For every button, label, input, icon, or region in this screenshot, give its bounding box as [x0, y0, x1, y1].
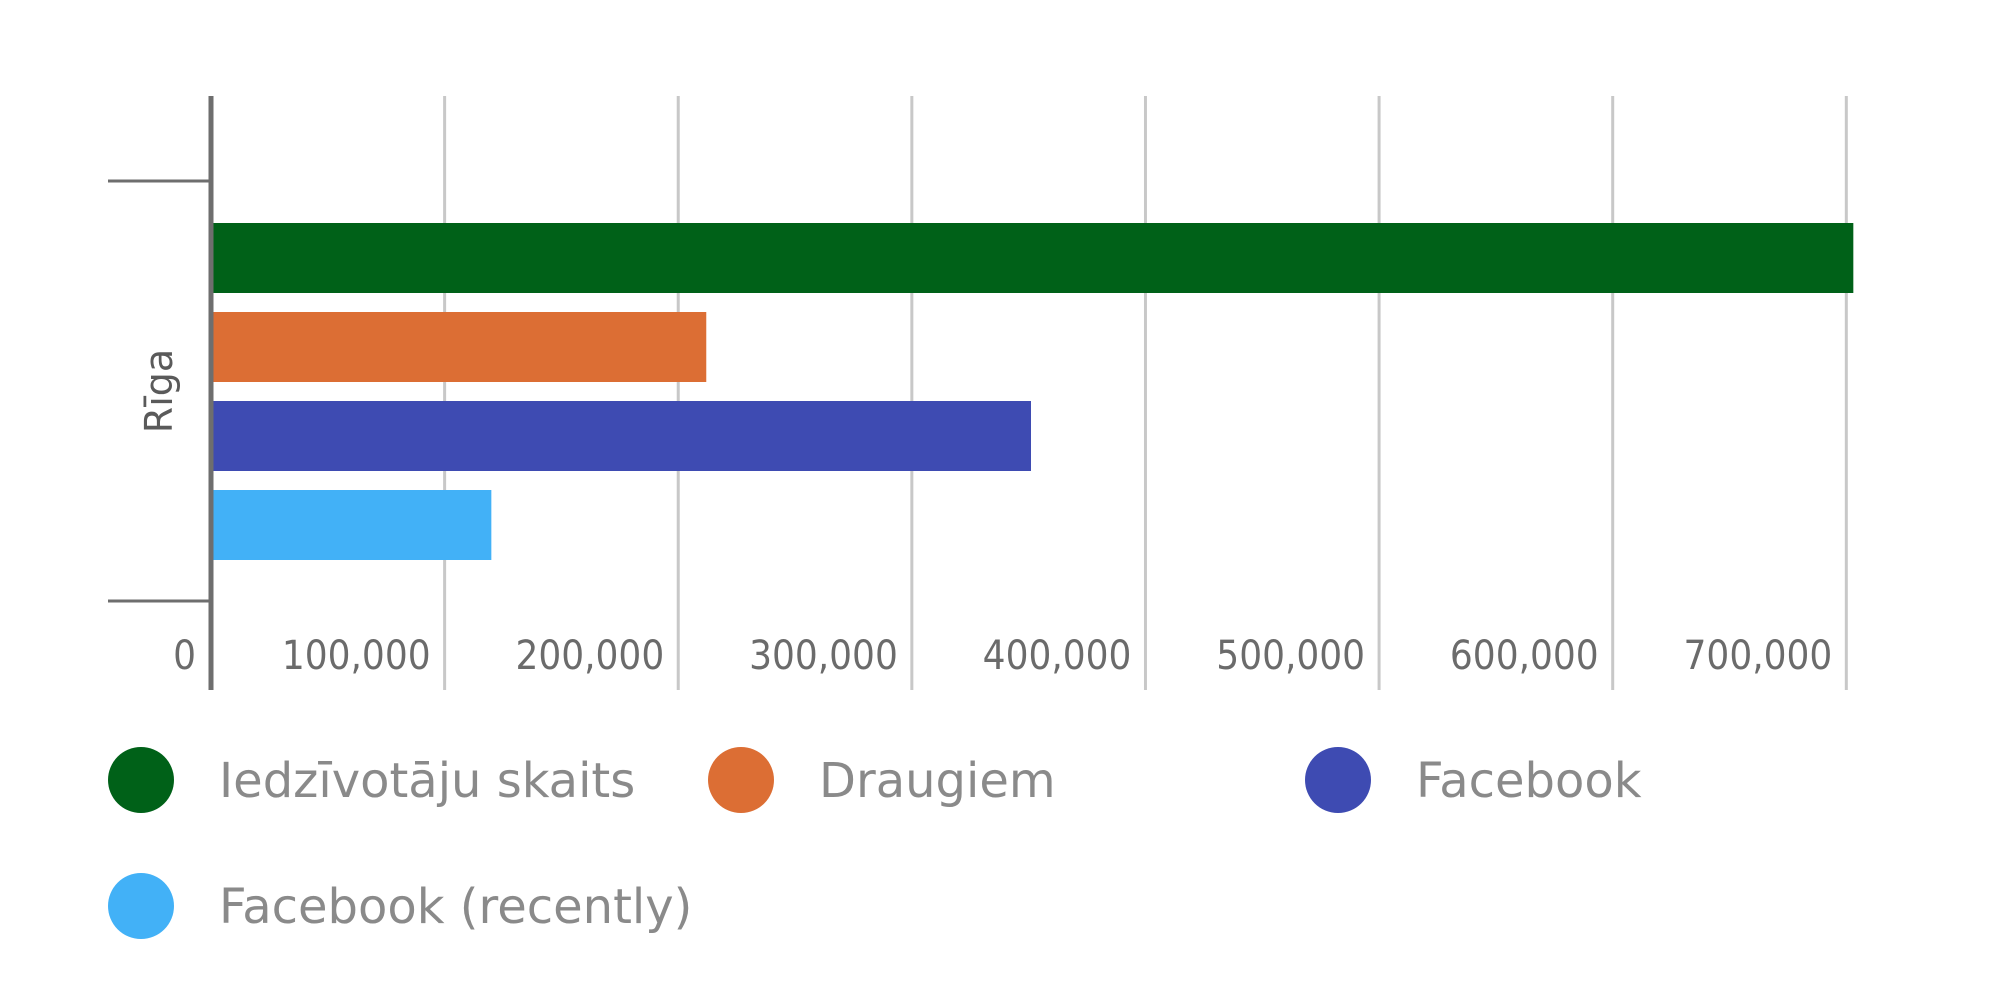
x-tick-label: 500,000	[1216, 633, 1365, 679]
legend-swatch	[708, 747, 774, 813]
legend-item: Facebook	[1305, 747, 1642, 813]
bars	[211, 223, 1854, 560]
legend-label: Facebook	[1416, 753, 1642, 809]
category-labels: Rīga	[137, 349, 181, 433]
legend-item: Facebook (recently)	[108, 873, 692, 939]
bar-iedz-vot-ju-skaits	[211, 223, 1854, 293]
x-tick-label: 200,000	[515, 633, 664, 679]
bar-facebook	[211, 401, 1031, 471]
legend-label: Facebook (recently)	[219, 879, 692, 935]
gridlines	[443, 96, 1848, 690]
legend-label: Iedzīvotāju skaits	[219, 753, 635, 809]
bar-facebook-recently	[211, 490, 492, 560]
x-tick-label: 400,000	[983, 633, 1132, 679]
x-tick-label: 300,000	[749, 633, 898, 679]
legend-item: Iedzīvotāju skaits	[108, 747, 635, 813]
legend-swatch	[108, 747, 174, 813]
x-tick-label: 700,000	[1684, 633, 1833, 679]
legend-item: Draugiem	[708, 747, 1056, 813]
legend-swatch	[1305, 747, 1371, 813]
bar-draugiem	[211, 312, 707, 382]
legend-swatch	[108, 873, 174, 939]
legend-label: Draugiem	[819, 753, 1056, 809]
x-tick-label: 0	[173, 633, 196, 679]
axes	[108, 96, 214, 690]
x-tick-label: 600,000	[1450, 633, 1599, 679]
x-tick-label: 100,000	[282, 633, 431, 679]
x-tick-labels: 0 100,000 200,000 300,000 400,000 500,000 600,…	[173, 633, 1832, 679]
legend: Iedzīvotāju skaits Draugiem Facebook Facebo…	[108, 747, 1642, 939]
category-label: Rīga	[137, 349, 181, 433]
